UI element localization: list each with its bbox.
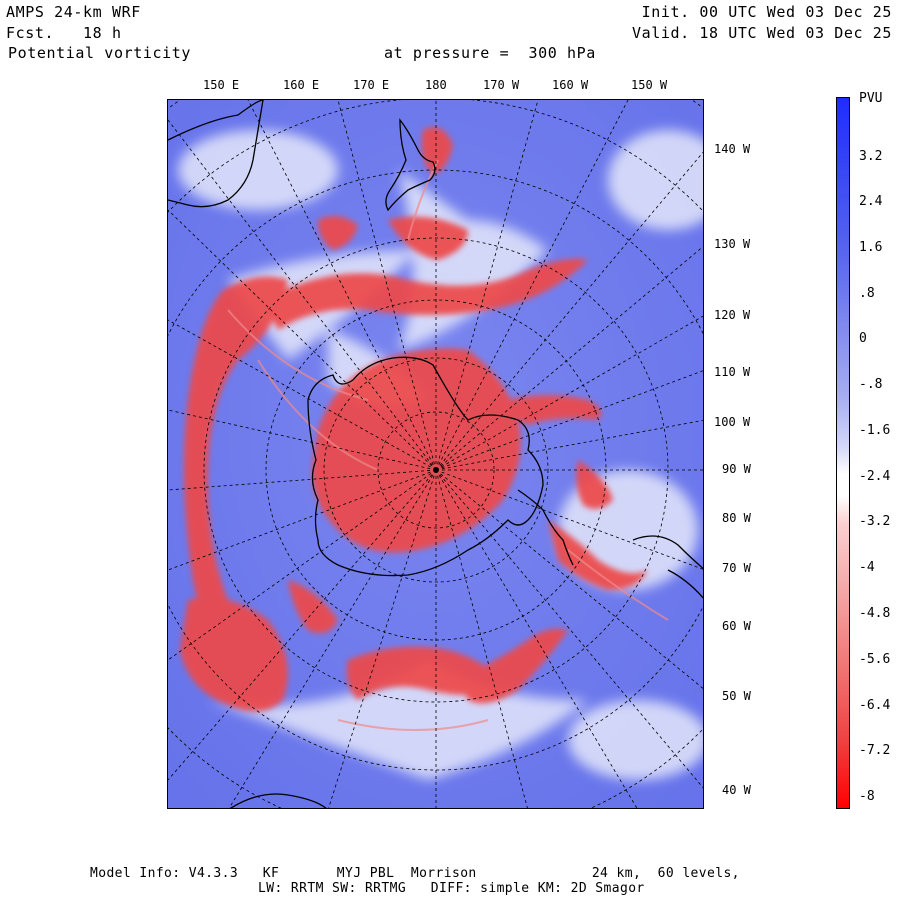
- model-info-line2: LW: RRTM SW: RRTMG DIFF: simple KM: 2D S…: [258, 881, 645, 896]
- colorbar-tick: -4: [859, 560, 875, 575]
- colorbar-tick: -4.8: [859, 606, 891, 621]
- lon-label-130w: 130 W: [714, 237, 751, 251]
- coastlines: [168, 100, 703, 808]
- lon-label-160e: 160 E: [283, 78, 320, 92]
- lon-label-140w: 140 W: [714, 142, 751, 156]
- colorbar-tick: -3.2: [859, 514, 891, 529]
- colorbar-tick: 1.6: [859, 240, 883, 255]
- lon-label-40w: 40 W: [722, 783, 751, 797]
- lon-label-160w: 160 W: [552, 78, 589, 92]
- africa-coast: [229, 793, 327, 808]
- colorbar-tick: -5.6: [859, 652, 891, 667]
- valid-time: Valid. 18 UTC Wed 03 Dec 25: [631, 24, 892, 42]
- lon-label-120w: 120 W: [714, 308, 751, 322]
- colorbar-tick: -6.4: [859, 698, 891, 713]
- pv-map: [167, 99, 704, 809]
- lon-label-80w: 80 W: [722, 511, 751, 525]
- lon-label-60w: 60 W: [722, 619, 751, 633]
- lon-label-170w: 170 W: [483, 78, 520, 92]
- colorbar-tick: -2.4: [859, 469, 891, 484]
- colorbar-tick: 3.2: [859, 149, 883, 164]
- forecast-hour: Fcst. 18 h: [6, 24, 122, 42]
- antarctic-peninsula: [517, 489, 574, 566]
- colorbar-tick: 0: [859, 331, 867, 346]
- lon-label-150w: 150 W: [631, 78, 668, 92]
- lon-label-170e: 170 E: [353, 78, 390, 92]
- lon-label-110w: 110 W: [714, 365, 751, 379]
- pressure-level: at pressure = 300 hPa: [384, 44, 596, 62]
- pv-colorbar: [836, 97, 850, 809]
- graticule: [168, 100, 703, 808]
- model-info-line1: Model Info: V4.3.3 KF MYJ PBL Morrison 2…: [90, 866, 740, 881]
- lon-label-180: 180: [425, 78, 447, 92]
- australia-coast: [168, 100, 264, 208]
- lon-label-100w: 100 W: [714, 415, 751, 429]
- colorbar-tick: -1.6: [859, 423, 891, 438]
- init-time: Init. 00 UTC Wed 03 Dec 25: [641, 3, 892, 21]
- colorbar-tick: -7.2: [859, 743, 891, 758]
- new-zealand-coast: [385, 118, 436, 212]
- colorbar-tick: .8: [859, 286, 875, 301]
- lon-label-70w: 70 W: [722, 561, 751, 575]
- colorbar-tick: 2.4: [859, 194, 883, 209]
- lon-label-50w: 50 W: [722, 689, 751, 703]
- lon-label-150e: 150 E: [203, 78, 240, 92]
- colorbar-unit: PVU: [859, 91, 883, 106]
- pv-filaments: [227, 159, 669, 731]
- antarctica-coast: [307, 356, 544, 577]
- south-america-coast: [632, 535, 703, 570]
- field-name: Potential vorticity: [8, 44, 191, 62]
- pv-field-svg: [168, 100, 703, 808]
- lon-label-90w: 90 W: [722, 462, 751, 476]
- colorbar-tick: -.8: [859, 377, 883, 392]
- model-title: AMPS 24-km WRF: [6, 3, 141, 21]
- colorbar-tick: -8: [859, 789, 875, 804]
